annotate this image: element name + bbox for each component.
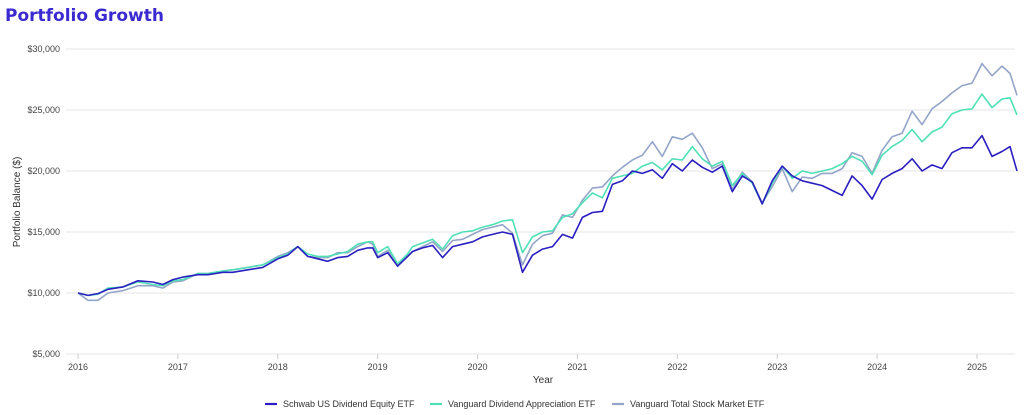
x-tick-label: 2025 <box>967 362 987 372</box>
x-tick-label: 2020 <box>468 362 488 372</box>
x-tick-label: 2024 <box>867 362 887 372</box>
series-line-0[interactable] <box>77 134 1018 297</box>
y-axis-label: Portfolio Balance ($) <box>12 157 23 248</box>
x-tick-label: 2016 <box>68 362 88 372</box>
x-tick-label: 2023 <box>767 362 787 372</box>
legend: Schwab US Dividend Equity ETF Vanguard Di… <box>265 399 765 409</box>
legend-label[interactable]: Vanguard Total Stock Market ETF <box>630 399 765 409</box>
x-tick-label: 2018 <box>268 362 288 372</box>
grid-lines <box>66 48 1015 359</box>
y-tick-label: $5,000 <box>32 349 60 359</box>
y-tick-label: $15,000 <box>27 227 60 237</box>
x-tick-label: 2019 <box>368 362 388 372</box>
chart-title: Portfolio Growth <box>5 6 164 26</box>
legend-label[interactable]: Vanguard Dividend Appreciation ETF <box>448 399 596 409</box>
x-tick-label: 2021 <box>567 362 587 372</box>
y-tick-label: $30,000 <box>27 44 60 54</box>
y-tick-label: $25,000 <box>27 105 60 115</box>
x-tick-label: 2017 <box>168 362 188 372</box>
series-line-1[interactable] <box>77 93 1018 297</box>
x-axis-label: Year <box>533 375 554 386</box>
y-tick-labels: $5,000 $10,000 $15,000 $20,000 $25,000 $30,00… <box>27 44 60 359</box>
legend-label[interactable]: Schwab US Dividend Equity ETF <box>283 399 415 409</box>
x-tick-labels: 2016 2017 2018 2019 2020 2021 2022 2023 2024 2025 <box>68 362 987 372</box>
series-lines <box>77 62 1018 302</box>
x-tick-label: 2022 <box>667 362 687 372</box>
series-line-2[interactable] <box>77 62 1018 302</box>
y-tick-label: $10,000 <box>27 288 60 298</box>
y-tick-label: $20,000 <box>27 166 60 176</box>
